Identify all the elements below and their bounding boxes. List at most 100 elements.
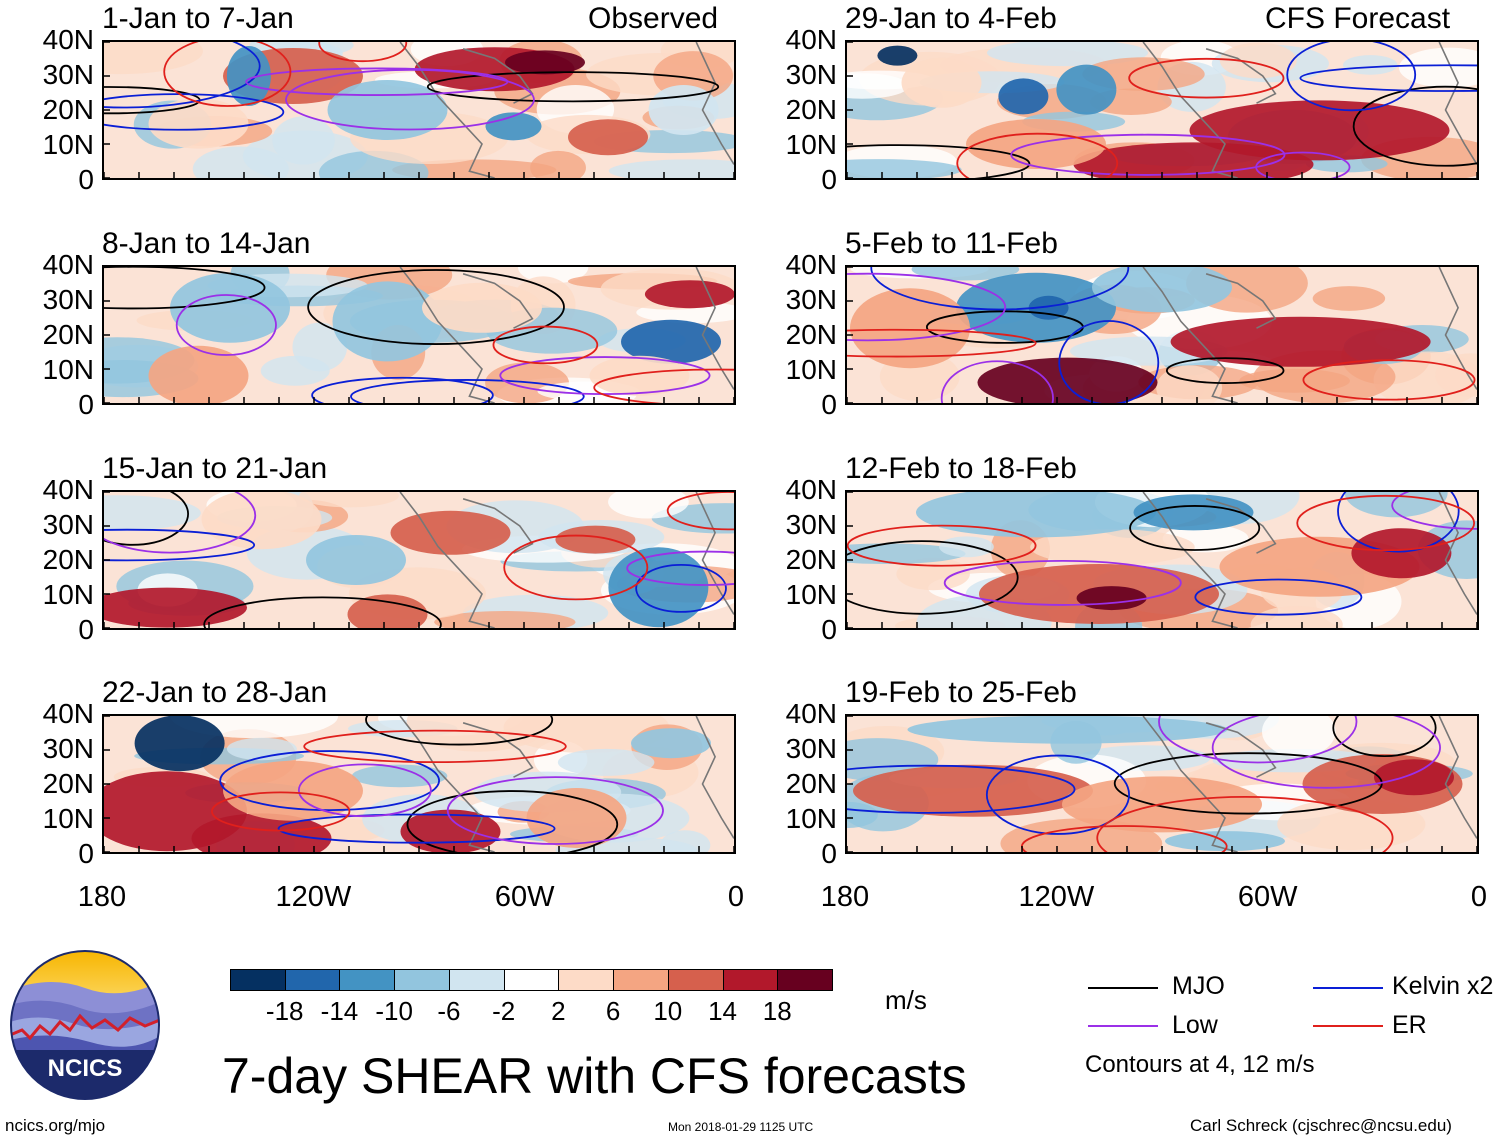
shear-field-patch [260, 355, 330, 386]
footer-timestamp: Mon 2018-01-29 1125 UTC [668, 1120, 814, 1134]
footer-author: Carl Schreck (cjschrec@ncsu.edu) [1190, 1116, 1452, 1135]
shear-map-panel [102, 714, 736, 854]
y-tick-label: 20N [785, 544, 837, 575]
y-tick-label: 10N [42, 803, 94, 834]
units-label: m/s [885, 985, 927, 1015]
chart-title: 7-day SHEAR with CFS forecasts [222, 1048, 967, 1104]
contour-er [1296, 494, 1476, 552]
contour-er [1302, 359, 1476, 401]
shear-field-patch [1239, 368, 1350, 393]
colorbar-cell [503, 969, 560, 991]
contour-er [163, 42, 292, 107]
colorbar-label: -6 [437, 996, 461, 1026]
contour-er [492, 325, 599, 365]
shear-field-patch [1261, 716, 1336, 758]
shear-anomaly-blob [1374, 759, 1454, 796]
colorbar-cell [339, 969, 396, 991]
colorbar-label: -10 [375, 996, 413, 1026]
contour-kelvin-x2 [104, 42, 261, 109]
legend-label-low: Low [1172, 1011, 1218, 1039]
shear-map-panel [102, 265, 736, 405]
panel-title: 12-Feb to 18-Feb [845, 452, 1077, 485]
shear-map-panel [845, 265, 1479, 405]
shear-anomaly-blob [621, 319, 721, 364]
cfs-forecast-label: CFS Forecast [1265, 2, 1451, 35]
ncics-logo: NCICS [10, 950, 160, 1100]
shear-anomaly-blob [608, 547, 709, 628]
panel-title: 22-Jan to 28-Jan [102, 676, 328, 709]
contour-low [1255, 151, 1351, 178]
contour-low [940, 360, 1054, 403]
shear-field-patch [847, 159, 962, 178]
shear-anomaly-blob [148, 98, 249, 149]
contour-er [303, 729, 567, 764]
shear-anomaly-blob [1170, 316, 1431, 367]
shear-field-patch [530, 150, 586, 178]
coastline-overlay [1142, 492, 1477, 628]
legend-line-low [1088, 1025, 1158, 1027]
contour-kelvin-x2 [635, 564, 727, 613]
contour-mjo [104, 267, 266, 310]
legend-label-mjo: MJO [1172, 972, 1225, 1000]
legend-line-mjo [1088, 987, 1158, 989]
shear-field-patch [557, 748, 655, 776]
colorbar-cell [667, 969, 725, 991]
contour-mjo [365, 716, 554, 746]
contour-er [956, 132, 1119, 178]
contour-er [847, 524, 1037, 567]
contour-er [847, 328, 1037, 358]
y-tick-label: 30N [42, 284, 94, 315]
shear-anomaly-blob [201, 492, 322, 550]
shear-field-patch [1398, 47, 1477, 88]
footer-url[interactable]: ncics.org/mjo [5, 1116, 106, 1135]
shear-anomaly-blob [1056, 64, 1117, 115]
contour-mjo [1332, 716, 1437, 757]
y-tick-label: 20N [42, 768, 94, 799]
shear-anomaly-blob [148, 345, 249, 403]
contour-er [211, 791, 351, 832]
y-tick-label: 0 [821, 838, 837, 869]
contour-mjo [1165, 357, 1285, 384]
contour-kelvin-x2 [847, 764, 1076, 814]
y-tick-label: 20N [785, 319, 837, 350]
contour-low [1010, 133, 1286, 176]
y-tick-label: 30N [42, 509, 94, 540]
y-tick-label: 0 [821, 164, 837, 195]
logo-text: NCICS [48, 1055, 123, 1082]
contour-low [1211, 716, 1441, 789]
contour-kelvin-x2 [1299, 64, 1477, 92]
shear-field-patch [939, 536, 994, 558]
y-tick-label: 10N [42, 354, 94, 385]
y-tick-label: 10N [42, 129, 94, 160]
y-tick-label: 0 [78, 838, 94, 869]
x-tick-label: 0 [727, 881, 745, 913]
shear-field-patch [986, 42, 1149, 67]
x-tick-label: 120W [275, 881, 352, 913]
contour-kelvin-x2 [350, 379, 585, 403]
shear-anomaly-blob [485, 112, 542, 141]
shear-anomaly-blob [907, 716, 1228, 744]
contour-low [297, 763, 432, 818]
shear-anomaly-blob [1165, 831, 1285, 852]
contour-er [1096, 795, 1394, 852]
contour-er [593, 368, 734, 403]
shear-field-patch [392, 159, 557, 178]
observed-label: Observed [588, 2, 719, 35]
shear-anomaly-blob [853, 764, 1093, 817]
y-tick-label: 10N [785, 354, 837, 385]
shear-map-panel [102, 40, 736, 180]
y-tick-label: 30N [785, 59, 837, 90]
y-tick-label: 20N [42, 319, 94, 350]
legend-label-kelvin: Kelvin x2 [1392, 972, 1494, 1000]
shear-anomaly-blob [1028, 295, 1069, 320]
shear-anomaly-blob [998, 78, 1049, 115]
y-tick-label: 40N [42, 474, 94, 505]
shear-anomaly-blob [390, 510, 511, 555]
y-tick-label: 30N [42, 733, 94, 764]
y-tick-label: 0 [78, 164, 94, 195]
shear-anomaly-blob [104, 587, 247, 628]
legend-line-er [1313, 1025, 1383, 1027]
shear-field-patch [272, 116, 335, 165]
shear-field-patch [1343, 55, 1398, 75]
legend-line-kelvin [1313, 987, 1383, 989]
